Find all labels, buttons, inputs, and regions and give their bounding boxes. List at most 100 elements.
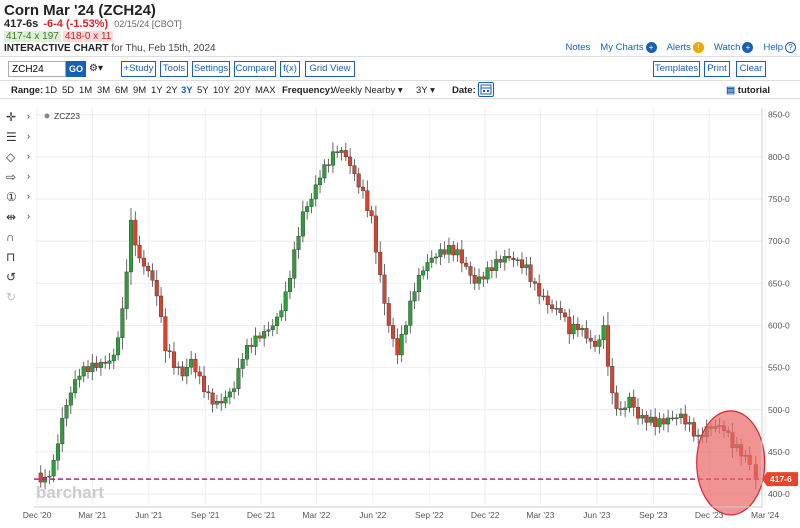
x-tick-label: Jun '23 bbox=[583, 510, 610, 520]
symbol-options-dropdown[interactable]: ⚙▾ bbox=[89, 63, 103, 74]
range-3m[interactable]: 3M bbox=[97, 85, 111, 96]
candle-body bbox=[670, 417, 675, 420]
templates-button[interactable]: Templates bbox=[653, 61, 700, 77]
freq-range-dropdown[interactable]: 3Y ▾ bbox=[416, 85, 435, 96]
range-20y[interactable]: 20Y bbox=[234, 85, 251, 96]
redo-icon[interactable]: ↻ bbox=[6, 290, 17, 304]
range-10y[interactable]: 10Y bbox=[213, 85, 230, 96]
y-axis: 850-0 800-0 750-0 700-0 650-0 600-0 550-0 500-0… bbox=[761, 108, 790, 507]
chart-heading: INTERACTIVE CHART for Thu, Feb 15th, 202… bbox=[4, 43, 216, 54]
shapes-icon[interactable]: ◇ › bbox=[6, 150, 30, 164]
candle-body bbox=[429, 257, 434, 263]
plus-circle-icon: + bbox=[645, 42, 657, 53]
y-tick-label: 750-0 bbox=[768, 194, 790, 204]
candle-body bbox=[73, 379, 78, 394]
frequency-dropdown[interactable]: Weekly Nearby ▾ bbox=[331, 85, 403, 96]
study-button[interactable]: +Study bbox=[121, 61, 156, 77]
series-name: ZCZ23 bbox=[54, 111, 80, 121]
watch-link[interactable]: Watch + bbox=[714, 42, 754, 53]
frequency-label: Frequency: bbox=[282, 85, 334, 96]
candle-body bbox=[395, 338, 400, 356]
last-price-marker: 417-6 bbox=[762, 472, 798, 487]
magnet-icon[interactable]: ∩ bbox=[6, 230, 15, 244]
range-6m[interactable]: 6M bbox=[115, 85, 129, 96]
candle-body bbox=[412, 291, 417, 302]
function-button[interactable]: f(x) bbox=[280, 61, 300, 77]
fibonacci-icon[interactable]: ☰ › bbox=[6, 130, 30, 144]
last-price: 417-6s bbox=[4, 18, 39, 30]
highlight-layer bbox=[34, 410, 766, 516]
notes-link[interactable]: Notes bbox=[565, 42, 591, 53]
freq-range-value: 3Y bbox=[416, 85, 428, 96]
alerts-link[interactable]: Alerts! bbox=[667, 42, 704, 53]
grid-view-button[interactable]: Grid View bbox=[305, 61, 355, 77]
y-tick-label: 450-0 bbox=[768, 447, 790, 457]
symbol-input[interactable] bbox=[8, 61, 66, 77]
range-1d[interactable]: 1D bbox=[45, 85, 58, 96]
range-5y[interactable]: 5Y bbox=[197, 85, 209, 96]
range-max[interactable]: MAX bbox=[255, 85, 276, 96]
tutorial-link[interactable]: ▤ tutorial bbox=[726, 85, 770, 96]
candle-body bbox=[618, 408, 623, 410]
print-button[interactable]: Print bbox=[704, 61, 730, 77]
candle-body bbox=[292, 249, 297, 279]
range-1y[interactable]: 1Y bbox=[151, 85, 163, 96]
candle-body bbox=[507, 256, 512, 259]
candle-body bbox=[532, 281, 537, 284]
candles bbox=[38, 142, 758, 490]
candle-body bbox=[601, 325, 606, 340]
candle-body bbox=[98, 362, 103, 368]
candle-body bbox=[399, 334, 404, 356]
candle-body bbox=[571, 324, 576, 335]
candle-body bbox=[472, 275, 477, 284]
crosshair-icon[interactable]: ✛ › bbox=[6, 110, 30, 124]
compare-button[interactable]: Compare bbox=[234, 61, 276, 77]
candle-body bbox=[120, 308, 125, 338]
go-button[interactable]: GO bbox=[66, 61, 86, 77]
range-2y[interactable]: 2Y bbox=[166, 85, 178, 96]
clear-button[interactable]: Clear bbox=[736, 61, 766, 77]
page-title: Corn Mar '24 (ZCH24) bbox=[4, 2, 156, 19]
candle-body bbox=[416, 275, 421, 292]
candle-body bbox=[674, 417, 679, 419]
candle-body bbox=[296, 235, 301, 250]
candle-body bbox=[330, 151, 335, 166]
number-marker-icon[interactable]: ① › bbox=[6, 190, 30, 204]
candle-body bbox=[90, 362, 95, 373]
y-tick-label: 500-0 bbox=[768, 405, 790, 415]
measure-icon[interactable]: ⇹ › bbox=[6, 210, 30, 224]
candle-body bbox=[373, 215, 378, 253]
arrow-icon[interactable]: ⇨ › bbox=[6, 170, 30, 184]
x-tick-label: Dec '21 bbox=[247, 510, 276, 520]
tools-button[interactable]: Tools bbox=[160, 61, 188, 77]
candle-body bbox=[455, 249, 460, 256]
candle-body bbox=[657, 418, 662, 427]
candle-body bbox=[81, 366, 86, 377]
candle-body bbox=[343, 150, 348, 158]
calendar-icon[interactable] bbox=[478, 82, 494, 97]
alert-icon: ! bbox=[692, 42, 704, 53]
range-5d[interactable]: 5D bbox=[62, 85, 75, 96]
candle-body bbox=[451, 245, 456, 256]
x-tick-label: Dec '23 bbox=[695, 510, 724, 520]
undo-icon[interactable]: ↺ bbox=[6, 270, 17, 284]
x-tick-label: Mar '21 bbox=[78, 510, 106, 520]
help-link[interactable]: Help? bbox=[763, 42, 796, 53]
range-9m[interactable]: 9M bbox=[133, 85, 147, 96]
settings-button[interactable]: Settings bbox=[192, 61, 230, 77]
quote-date: 02/15/24 [CBOT] bbox=[114, 19, 182, 29]
candle-body bbox=[580, 328, 585, 330]
range-1m[interactable]: 1M bbox=[79, 85, 93, 96]
candle-body bbox=[378, 251, 383, 276]
candle-body bbox=[627, 396, 632, 409]
price-chart[interactable]: barchart ZCZ23 850-0 800-0 750-0 700-0 650-0… bbox=[0, 100, 800, 528]
mycharts-link[interactable]: My Charts + bbox=[600, 42, 657, 53]
candle-body bbox=[489, 267, 494, 271]
lock-icon[interactable]: ⊓ bbox=[6, 250, 16, 264]
candle-body bbox=[696, 434, 701, 437]
candle-body bbox=[421, 270, 426, 276]
candle-body bbox=[537, 283, 542, 297]
candle-body bbox=[391, 325, 396, 339]
range-3y[interactable]: 3Y bbox=[181, 85, 193, 96]
candle-body bbox=[257, 335, 262, 339]
